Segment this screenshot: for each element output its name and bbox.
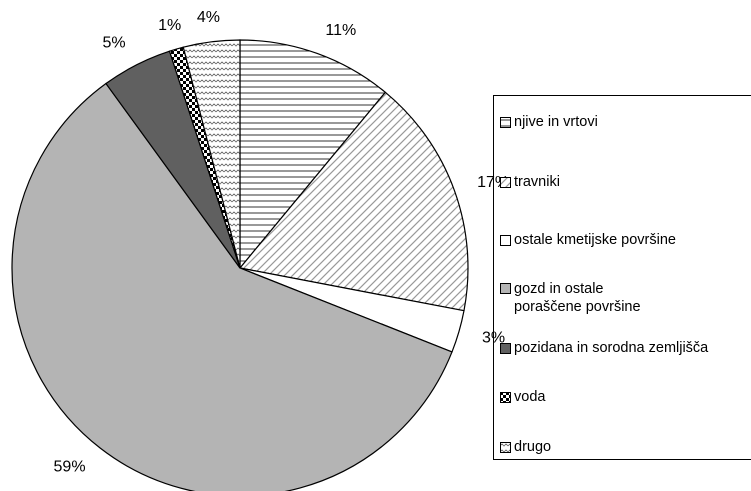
- legend-item: njive in vrtovi: [500, 114, 598, 130]
- data-label: 4%: [197, 9, 220, 26]
- pie-slice: [239, 39, 387, 270]
- legend-item: voda: [500, 389, 545, 405]
- legend-swatch-box: [500, 343, 511, 354]
- legend-swatch-box: [500, 283, 511, 294]
- pie-slice: [11, 82, 453, 491]
- legend-swatch-box: [500, 177, 511, 188]
- legend-item: pozidana in sorodna zemljišča: [500, 340, 708, 356]
- legend-item: drugo: [500, 439, 551, 455]
- legend-item: gozd in ostale poraščene površine: [500, 280, 664, 316]
- data-label: 1%: [158, 17, 181, 34]
- pie-slice: [182, 39, 241, 269]
- legend-label: ostale kmetijske površine: [514, 232, 676, 248]
- legend-swatch-box: [500, 117, 511, 128]
- legend-swatch-box: [500, 235, 511, 246]
- legend-label: pozidana in sorodna zemljišča: [514, 340, 709, 356]
- legend-item: ostale kmetijske površine: [500, 232, 676, 248]
- legend-swatch: [500, 177, 511, 188]
- legend-label: voda: [514, 389, 546, 405]
- legend-swatch: [500, 343, 511, 354]
- legend-swatch-box: [500, 392, 511, 403]
- legend-label: gozd in ostale poraščene površine: [514, 281, 641, 315]
- data-label: 59%: [54, 458, 86, 475]
- legend-swatch: [500, 442, 511, 453]
- legend-swatch-box: [500, 442, 511, 453]
- legend-label: njive in vrtovi: [514, 114, 598, 130]
- legend-swatch: [500, 235, 511, 246]
- legend-swatch: [500, 117, 511, 128]
- legend: njive in vrtovi travniki ostale kmetijske …: [493, 95, 751, 460]
- data-label: 5%: [102, 35, 125, 52]
- legend-label: drugo: [514, 439, 552, 455]
- data-label: 11%: [325, 22, 356, 39]
- legend-label: travniki: [514, 174, 560, 190]
- pie-slice: [238, 91, 469, 312]
- legend-swatch: [500, 392, 511, 403]
- legend-item: travniki: [500, 174, 560, 190]
- legend-swatch: [500, 283, 511, 294]
